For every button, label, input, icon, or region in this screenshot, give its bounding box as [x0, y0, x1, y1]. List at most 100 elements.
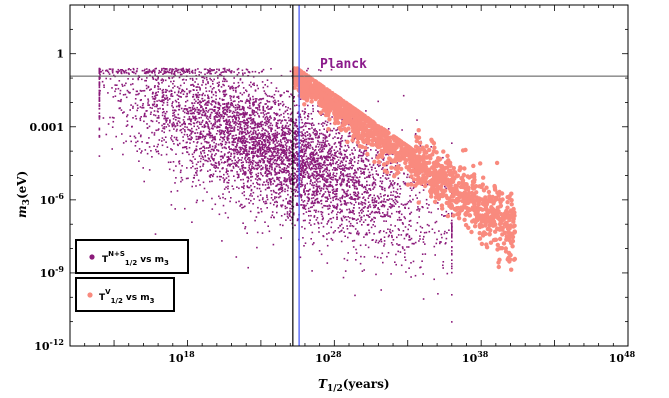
- data-point: [279, 133, 281, 135]
- data-point: [306, 167, 308, 169]
- data-point: [266, 196, 268, 198]
- data-point: [358, 234, 360, 236]
- data-point: [320, 211, 322, 213]
- data-point: [190, 107, 192, 109]
- data-point: [201, 133, 203, 135]
- data-point: [374, 182, 376, 184]
- data-point: [282, 125, 284, 127]
- data-point: [328, 213, 330, 215]
- data-point: [162, 80, 164, 82]
- data-point: [289, 200, 291, 202]
- data-point: [155, 97, 157, 99]
- data-point: [382, 262, 384, 264]
- data-point: [303, 204, 305, 206]
- data-point: [261, 165, 263, 167]
- data-point: [363, 160, 365, 162]
- data-point: [360, 210, 362, 212]
- data-point: [221, 116, 223, 118]
- data-point: [99, 87, 101, 89]
- data-point: [247, 180, 249, 182]
- data-point: [209, 109, 211, 111]
- data-point: [137, 105, 139, 107]
- data-point: [303, 165, 305, 167]
- data-point: [242, 222, 244, 224]
- data-point: [401, 265, 403, 267]
- data-point: [277, 127, 279, 129]
- data-point: [413, 243, 415, 245]
- data-point: [131, 126, 133, 128]
- data-point: [113, 96, 115, 98]
- data-point: [259, 132, 261, 134]
- data-point: [237, 69, 239, 71]
- data-point: [209, 175, 211, 177]
- data-point: [393, 191, 395, 193]
- data-point: [246, 99, 248, 101]
- data-point: [268, 145, 270, 147]
- data-point: [157, 146, 159, 148]
- data-point: [278, 100, 280, 102]
- data-point: [244, 150, 246, 152]
- data-point: [150, 107, 152, 109]
- data-point: [257, 129, 259, 131]
- data-point: [196, 89, 198, 91]
- data-point: [201, 122, 203, 124]
- data-point: [203, 182, 205, 184]
- data-point: [118, 88, 120, 90]
- data-point: [252, 183, 254, 185]
- data-point: [375, 184, 377, 186]
- data-point: [364, 177, 366, 179]
- data-point: [184, 112, 186, 114]
- data-point: [190, 160, 192, 162]
- data-point: [351, 165, 353, 167]
- data-point: [239, 132, 241, 134]
- data-point: [287, 91, 289, 93]
- data-point: [337, 203, 339, 205]
- data-point: [120, 99, 122, 101]
- data-point: [269, 155, 271, 157]
- data-point: [295, 119, 297, 121]
- data-point: [197, 132, 199, 134]
- data-point: [210, 86, 212, 88]
- data-point: [263, 136, 265, 138]
- data-point: [415, 242, 417, 244]
- data-point: [228, 138, 230, 140]
- data-point: [182, 136, 184, 138]
- data-point: [239, 154, 241, 156]
- data-point: [321, 214, 323, 216]
- data-point: [112, 72, 114, 74]
- data-point: [323, 236, 325, 238]
- data-point: [228, 116, 230, 118]
- data-point: [122, 154, 124, 156]
- data-point: [226, 172, 228, 174]
- data-point: [246, 185, 248, 187]
- data-point: [167, 124, 169, 126]
- data-point: [369, 164, 371, 166]
- data-point: [445, 243, 447, 245]
- data-point: [200, 166, 202, 168]
- data-point: [229, 95, 231, 97]
- data-point: [353, 246, 355, 248]
- data-point: [304, 193, 306, 195]
- data-point: [227, 173, 229, 175]
- data-point: [300, 174, 302, 176]
- data-point: [340, 171, 342, 173]
- data-point: [215, 170, 217, 172]
- data-point: [180, 74, 182, 76]
- data-point: [356, 252, 358, 254]
- data-point: [304, 139, 306, 141]
- data-point: [398, 211, 400, 213]
- data-point: [290, 197, 292, 199]
- data-point: [353, 192, 355, 194]
- data-point: [372, 183, 374, 185]
- data-point: [223, 180, 225, 182]
- data-point: [347, 157, 349, 159]
- data-point: [434, 232, 436, 234]
- data-point: [232, 121, 234, 123]
- data-point: [237, 157, 239, 159]
- data-point: [283, 151, 285, 153]
- data-point: [212, 175, 214, 177]
- data-point: [311, 113, 313, 115]
- data-point: [199, 89, 201, 91]
- data-point: [316, 166, 318, 168]
- data-point: [228, 191, 230, 193]
